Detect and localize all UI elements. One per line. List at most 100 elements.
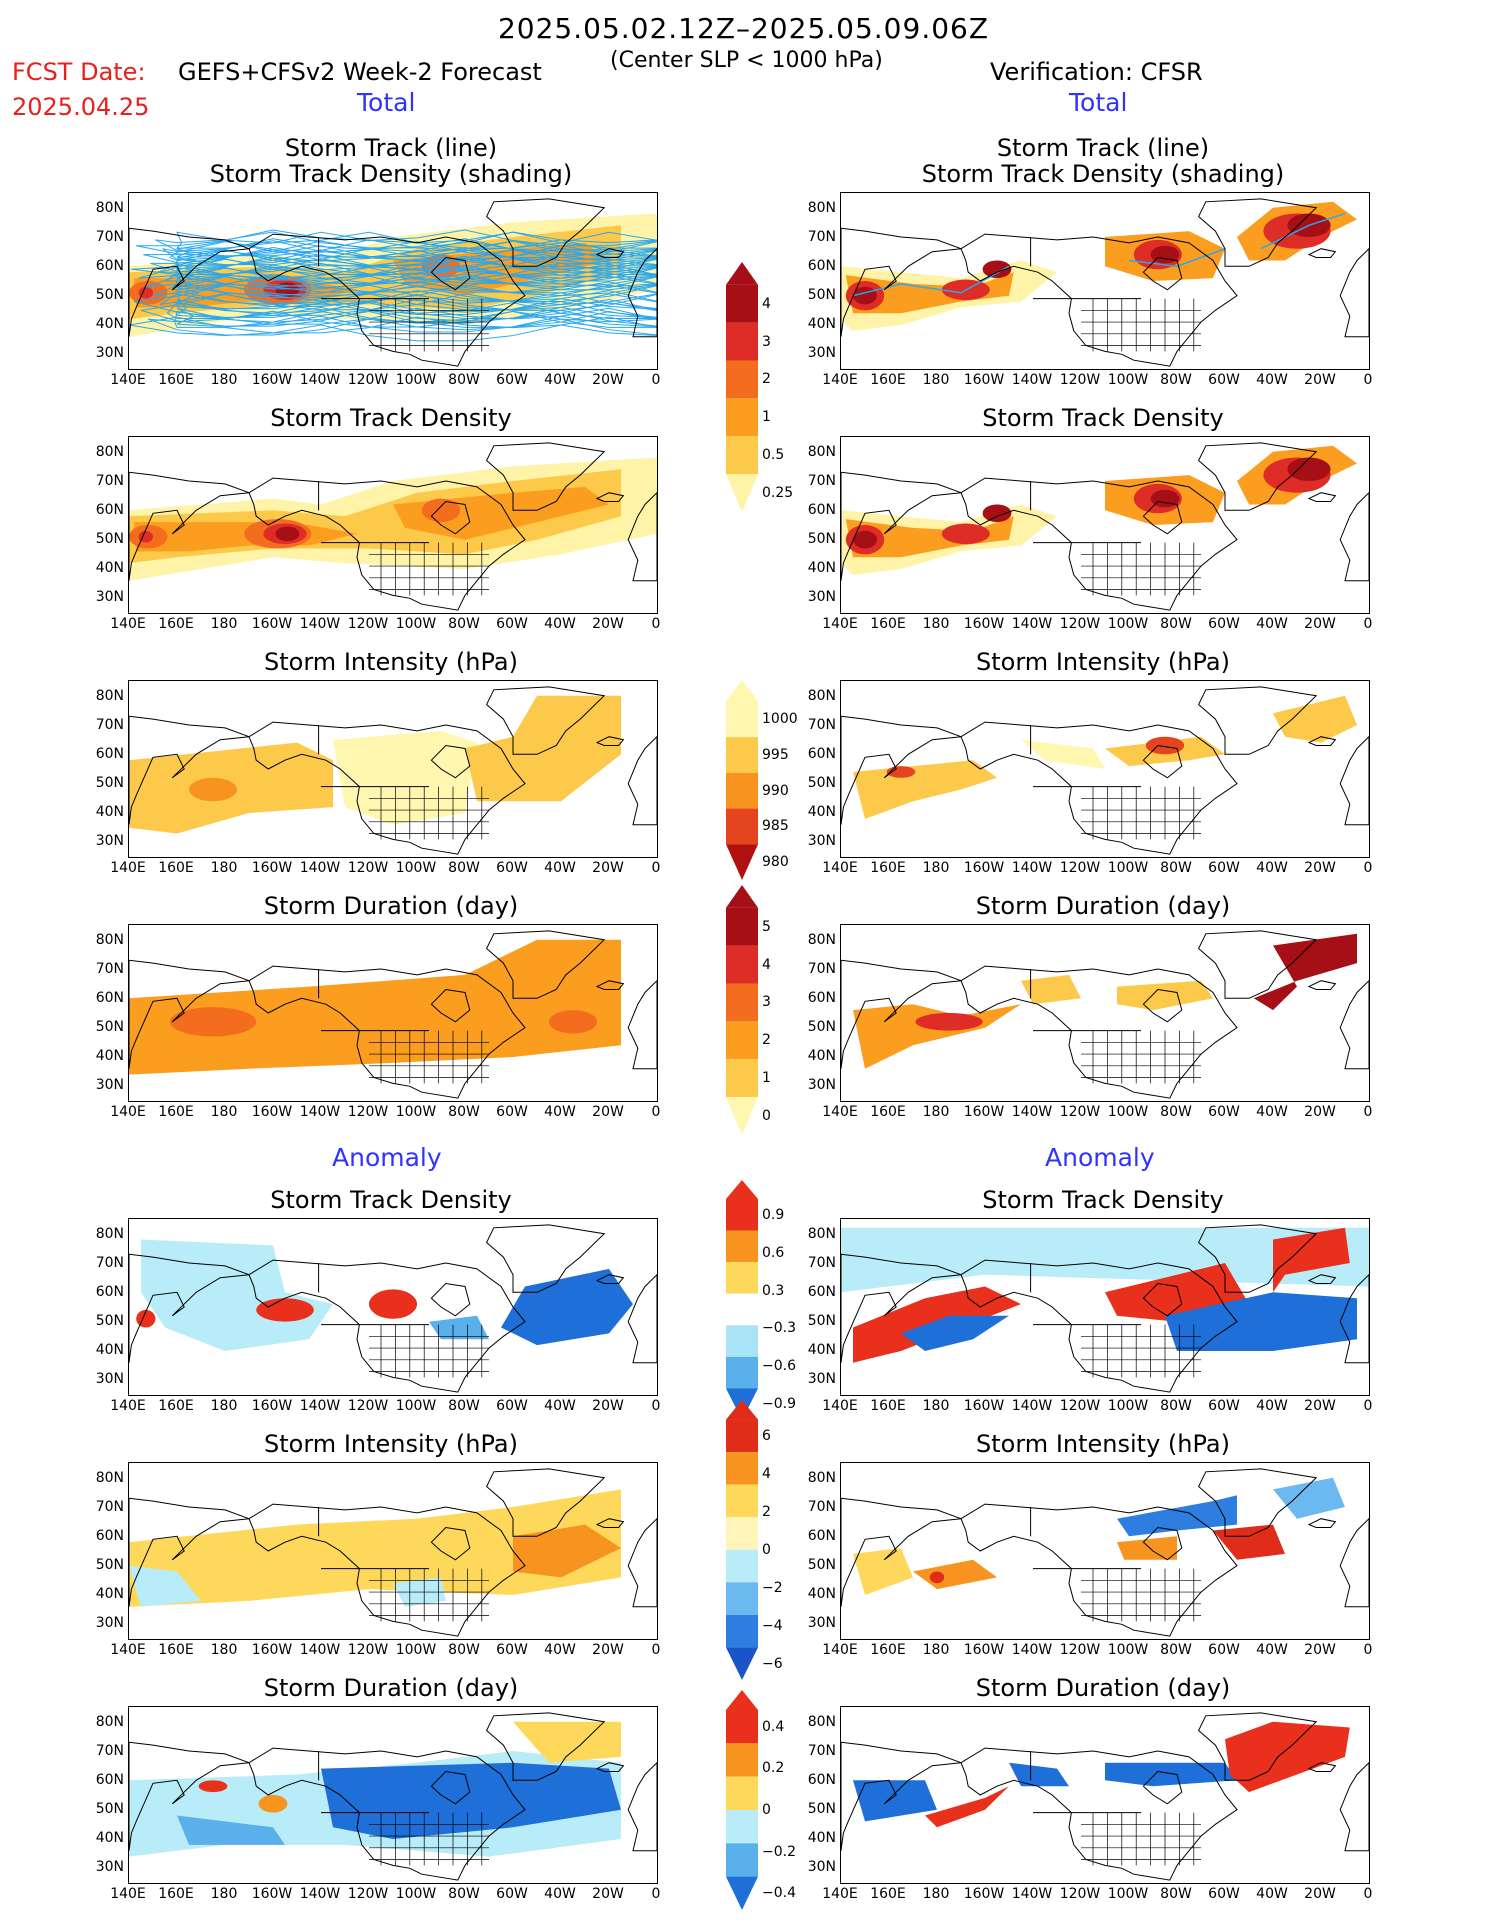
anomaly-section-left: Anomaly bbox=[332, 1143, 442, 1172]
colorbar-tick-label: 995 bbox=[762, 747, 789, 763]
lat-tick-label: 30N bbox=[95, 1077, 124, 1093]
lon-tick-label: 60W bbox=[1208, 372, 1240, 388]
lat-tick-label: 50N bbox=[95, 1019, 124, 1035]
colorbar-tick-label: 0 bbox=[762, 1802, 771, 1818]
lon-tick-label: 160W bbox=[963, 372, 1005, 388]
lon-tick-label: 80W bbox=[1160, 616, 1192, 632]
colorbar-tick-label: 2 bbox=[762, 1503, 771, 1520]
lon-tick-label: 140W bbox=[1011, 860, 1053, 876]
verification-duration-map bbox=[840, 924, 1370, 1102]
lon-tick-label: 80W bbox=[448, 860, 480, 876]
forecast-intensity-map bbox=[128, 1462, 658, 1640]
lat-tick-label: 80N bbox=[95, 444, 124, 460]
lat-tick-label: 40N bbox=[95, 1342, 124, 1358]
lon-tick-label: 100W bbox=[395, 372, 437, 388]
lat-tick-label: 60N bbox=[807, 1772, 836, 1788]
lat-tick-label: 60N bbox=[95, 1772, 124, 1788]
fcst-date-value: 2025.04.25 bbox=[12, 93, 150, 121]
lon-tick-label: 60W bbox=[496, 1642, 528, 1658]
lon-tick-label: 140W bbox=[1011, 372, 1053, 388]
lon-tick-label: 120W bbox=[347, 1398, 389, 1414]
lon-tick-label: 140W bbox=[1011, 1104, 1053, 1120]
lon-tick-label: 60W bbox=[1208, 860, 1240, 876]
lon-tick-label: 40W bbox=[544, 1398, 576, 1414]
lon-tick-label: 60W bbox=[496, 860, 528, 876]
lat-tick-label: 40N bbox=[807, 1342, 836, 1358]
colorbar-density-anom bbox=[722, 1180, 762, 1428]
lon-tick-label: 80W bbox=[448, 372, 480, 388]
lon-tick-label: 160W bbox=[963, 1886, 1005, 1902]
lat-tick-label: 50N bbox=[95, 1801, 124, 1817]
panel-title: Storm Track Density bbox=[982, 404, 1224, 432]
lon-tick-label: 160W bbox=[963, 1104, 1005, 1120]
colorbar-tick-label: −0.9 bbox=[762, 1396, 796, 1413]
lat-tick-label: 50N bbox=[95, 287, 124, 303]
forecast-intensity-map bbox=[128, 680, 658, 858]
lat-tick-label: 30N bbox=[95, 589, 124, 605]
lat-tick-label: 70N bbox=[807, 717, 836, 733]
lon-tick-label: 20W bbox=[592, 372, 624, 388]
lon-tick-label: 140W bbox=[299, 372, 341, 388]
lon-tick-label: 0 bbox=[1363, 1398, 1373, 1414]
lat-tick-label: 80N bbox=[95, 200, 124, 216]
lon-tick-label: 0 bbox=[651, 1642, 661, 1658]
colorbar-tick-label: 0.2 bbox=[762, 1760, 785, 1777]
lon-tick-label: 140W bbox=[1011, 1398, 1053, 1414]
lon-tick-label: 60W bbox=[1208, 616, 1240, 632]
lon-tick-label: 180 bbox=[922, 1886, 950, 1902]
lon-tick-label: 160E bbox=[870, 1886, 906, 1902]
lon-tick-label: 100W bbox=[395, 860, 437, 876]
colorbar-duration-total bbox=[722, 885, 762, 1143]
lon-tick-label: 20W bbox=[1304, 860, 1336, 876]
lon-tick-label: 160E bbox=[870, 1104, 906, 1120]
lon-tick-label: 20W bbox=[1304, 1104, 1336, 1120]
lat-tick-label: 50N bbox=[95, 1313, 124, 1329]
lon-tick-label: 140E bbox=[822, 1104, 858, 1120]
lat-tick-label: 30N bbox=[807, 1371, 836, 1387]
lon-tick-label: 160E bbox=[870, 860, 906, 876]
verification-density-map bbox=[840, 1218, 1370, 1396]
panel-title: Storm Intensity (hPa) bbox=[976, 1430, 1230, 1458]
lon-tick-label: 60W bbox=[496, 1886, 528, 1902]
lon-tick-label: 100W bbox=[1107, 1642, 1149, 1658]
lon-tick-label: 140W bbox=[299, 860, 341, 876]
verification-duration-map bbox=[840, 1706, 1370, 1884]
lat-tick-label: 70N bbox=[807, 229, 836, 245]
lon-tick-label: 140W bbox=[1011, 616, 1053, 632]
lon-tick-label: 20W bbox=[592, 1398, 624, 1414]
lon-tick-label: 80W bbox=[448, 1104, 480, 1120]
lon-tick-label: 100W bbox=[395, 1886, 437, 1902]
total-section-left: Total bbox=[357, 88, 416, 117]
lon-tick-label: 0 bbox=[651, 1398, 661, 1414]
lon-tick-label: 40W bbox=[1256, 1104, 1288, 1120]
lon-tick-label: 160E bbox=[870, 1398, 906, 1414]
lon-tick-label: 180 bbox=[922, 616, 950, 632]
lat-tick-label: 80N bbox=[807, 688, 836, 704]
lat-tick-label: 60N bbox=[807, 502, 836, 518]
lon-tick-label: 180 bbox=[210, 860, 238, 876]
lon-tick-label: 20W bbox=[592, 1886, 624, 1902]
lon-tick-label: 160W bbox=[963, 860, 1005, 876]
lat-tick-label: 80N bbox=[95, 1714, 124, 1730]
forecast-title: GEFS+CFSv2 Week-2 Forecast bbox=[178, 58, 542, 86]
lat-tick-label: 60N bbox=[807, 746, 836, 762]
lat-tick-label: 80N bbox=[807, 1226, 836, 1242]
lat-tick-label: 70N bbox=[807, 1743, 836, 1759]
lon-tick-label: 140W bbox=[299, 616, 341, 632]
colorbar-tick-label: 0.4 bbox=[762, 1718, 785, 1735]
lat-tick-label: 70N bbox=[95, 717, 124, 733]
lat-tick-label: 60N bbox=[95, 746, 124, 762]
lon-tick-label: 140E bbox=[110, 1398, 146, 1414]
colorbar-tick-label: 0.6 bbox=[762, 1244, 785, 1261]
lon-tick-label: 20W bbox=[1304, 1642, 1336, 1658]
lon-tick-label: 180 bbox=[922, 1642, 950, 1658]
panel-title: Storm Track Density bbox=[982, 1186, 1224, 1214]
lon-tick-label: 180 bbox=[210, 1642, 238, 1658]
lon-tick-label: 140E bbox=[110, 1642, 146, 1658]
lon-tick-label: 0 bbox=[651, 616, 661, 632]
lat-tick-label: 30N bbox=[807, 345, 836, 361]
lon-tick-label: 20W bbox=[1304, 1886, 1336, 1902]
lon-tick-label: 140E bbox=[822, 1642, 858, 1658]
lon-tick-label: 140E bbox=[822, 860, 858, 876]
lat-tick-label: 60N bbox=[95, 990, 124, 1006]
